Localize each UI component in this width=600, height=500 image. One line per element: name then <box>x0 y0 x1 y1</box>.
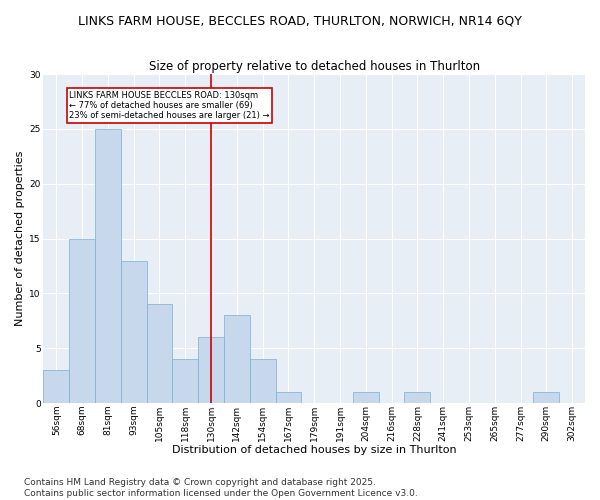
Bar <box>533 392 559 403</box>
Bar <box>69 238 95 403</box>
Bar <box>121 260 146 403</box>
Bar <box>146 304 172 403</box>
Bar <box>172 359 198 403</box>
X-axis label: Distribution of detached houses by size in Thurlton: Distribution of detached houses by size … <box>172 445 457 455</box>
Text: LINKS FARM HOUSE, BECCLES ROAD, THURLTON, NORWICH, NR14 6QY: LINKS FARM HOUSE, BECCLES ROAD, THURLTON… <box>78 15 522 28</box>
Bar <box>353 392 379 403</box>
Text: Contains HM Land Registry data © Crown copyright and database right 2025.
Contai: Contains HM Land Registry data © Crown c… <box>24 478 418 498</box>
Y-axis label: Number of detached properties: Number of detached properties <box>15 151 25 326</box>
Bar <box>275 392 301 403</box>
Bar <box>250 359 275 403</box>
Bar <box>95 129 121 403</box>
Title: Size of property relative to detached houses in Thurlton: Size of property relative to detached ho… <box>149 60 480 73</box>
Bar <box>404 392 430 403</box>
Text: LINKS FARM HOUSE BECCLES ROAD: 130sqm
← 77% of detached houses are smaller (69)
: LINKS FARM HOUSE BECCLES ROAD: 130sqm ← … <box>69 90 270 120</box>
Bar <box>224 316 250 403</box>
Bar <box>43 370 69 403</box>
Bar <box>198 338 224 403</box>
